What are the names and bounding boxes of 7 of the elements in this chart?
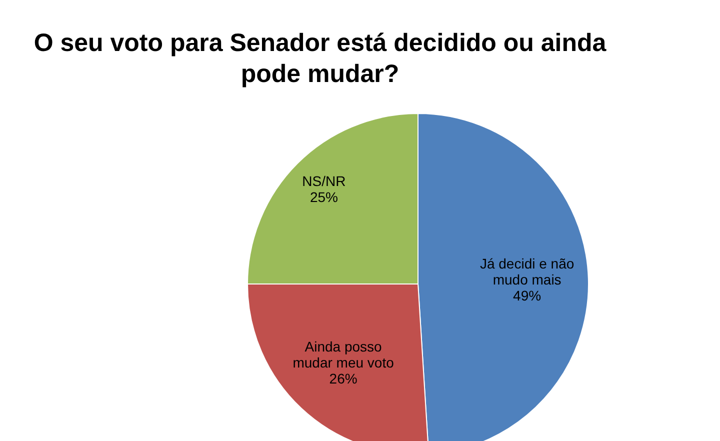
data-label: 49% xyxy=(513,287,542,304)
slice-label: Ainda posso mudar meu voto xyxy=(292,338,394,370)
data-label: 25% xyxy=(310,188,338,205)
slice-label: Já decidi e não mudo mais xyxy=(480,255,574,288)
data-label: 26% xyxy=(329,370,358,386)
slice-label: NS/NR xyxy=(302,172,346,189)
chart-title: O seu voto para Senador está decidido ou ainda pode mudar? xyxy=(32,28,608,90)
